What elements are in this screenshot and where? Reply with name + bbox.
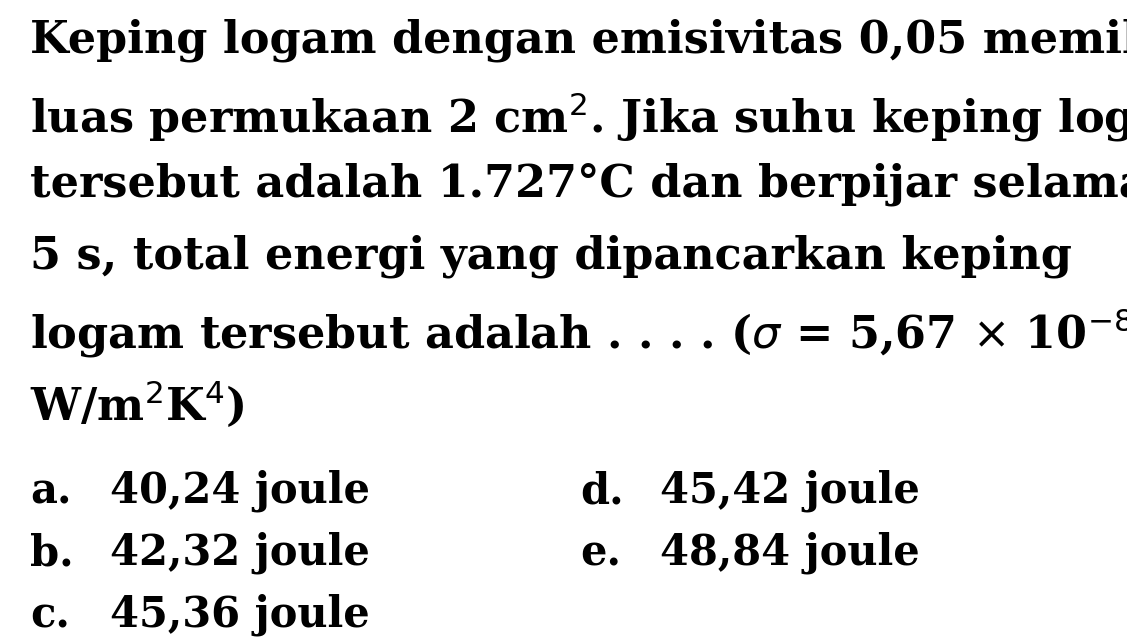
Text: a.: a. — [30, 470, 71, 512]
Text: b.: b. — [30, 532, 73, 574]
Text: 45,42 joule: 45,42 joule — [660, 470, 920, 512]
Text: 42,32 joule: 42,32 joule — [110, 532, 370, 574]
Text: 40,24 joule: 40,24 joule — [110, 470, 370, 512]
Text: luas permukaan 2 cm$^{2}$. Jika suhu keping logam: luas permukaan 2 cm$^{2}$. Jika suhu kep… — [30, 90, 1127, 143]
Text: d.: d. — [580, 470, 623, 512]
Text: 45,36 joule: 45,36 joule — [110, 594, 370, 637]
Text: 5 s, total energi yang dipancarkan keping: 5 s, total energi yang dipancarkan kepin… — [30, 234, 1072, 278]
Text: 48,84 joule: 48,84 joule — [660, 532, 920, 574]
Text: e.: e. — [580, 532, 621, 574]
Text: Keping logam dengan emisivitas 0,05 memiliki: Keping logam dengan emisivitas 0,05 memi… — [30, 18, 1127, 62]
Text: tersebut adalah 1.727°C dan berpijar selama: tersebut adalah 1.727°C dan berpijar sel… — [30, 162, 1127, 206]
Text: logam tersebut adalah . . . . ($\sigma$ = 5,67 $\times$ 10$^{-8}$: logam tersebut adalah . . . . ($\sigma$ … — [30, 306, 1127, 359]
Text: W/m$^{2}$K$^{4}$): W/m$^{2}$K$^{4}$) — [30, 378, 245, 429]
Text: c.: c. — [30, 594, 70, 636]
